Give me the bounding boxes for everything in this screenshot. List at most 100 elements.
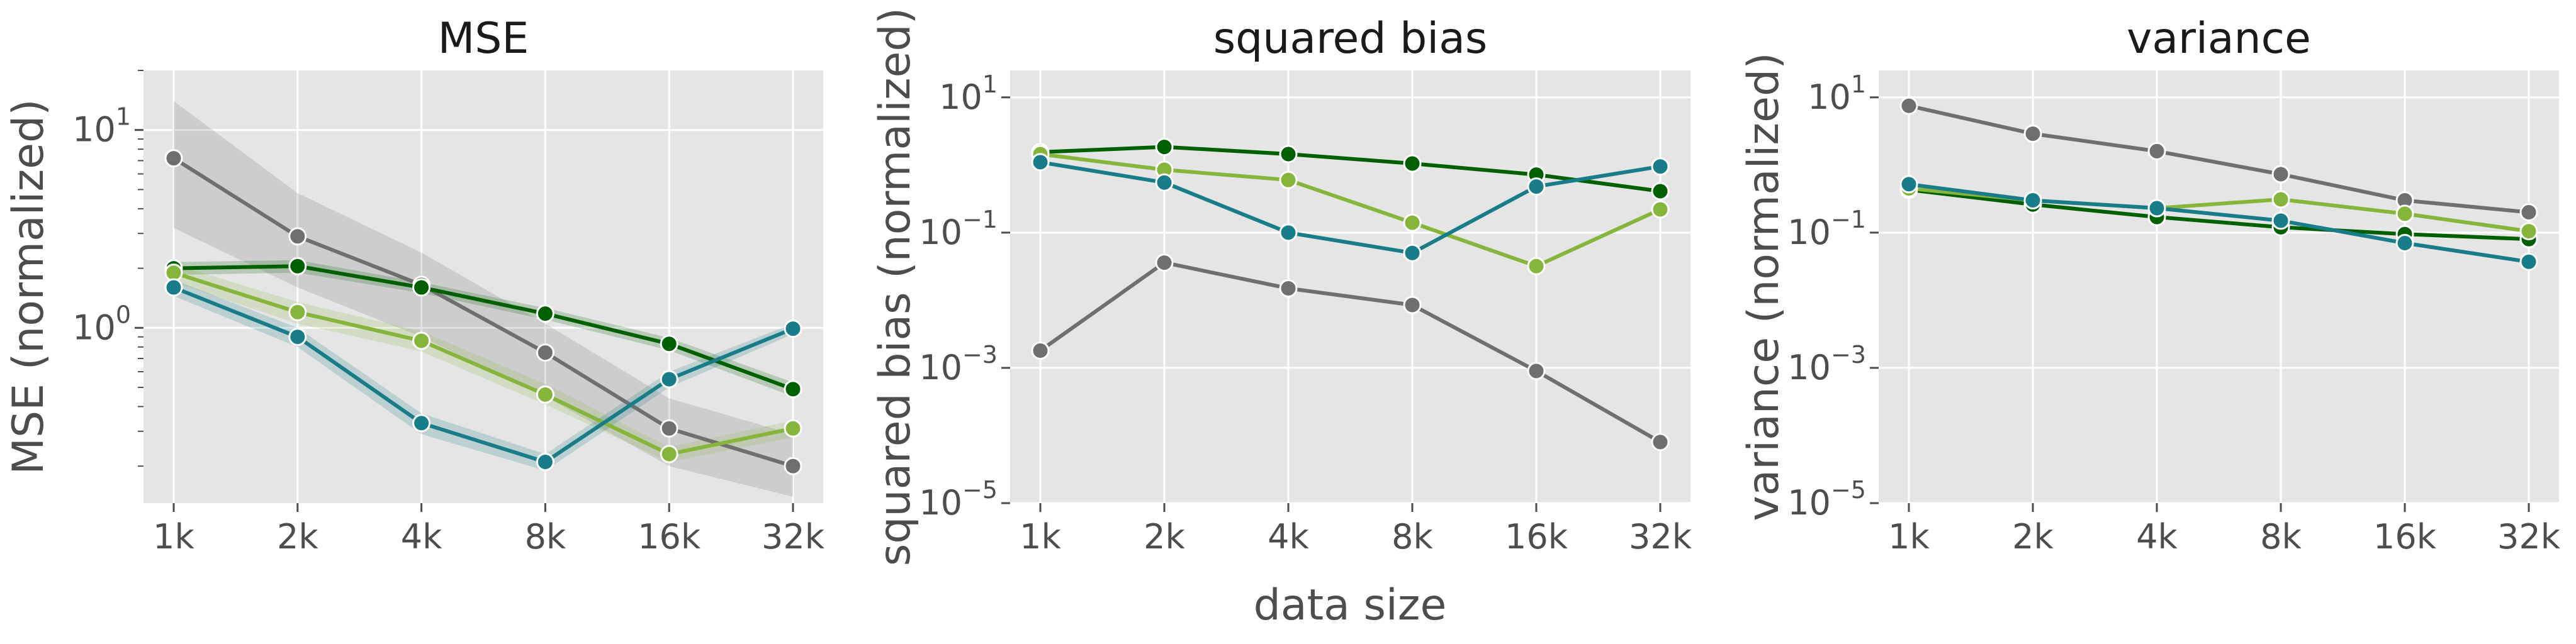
data-point-light-green	[1651, 200, 1670, 219]
data-point-light-green	[660, 445, 678, 464]
x-axis-label: data size	[1254, 580, 1447, 630]
x-tick-label: 4k	[401, 517, 442, 557]
y-axis-label: MSE (normalized)	[4, 99, 53, 474]
data-point-teal	[288, 328, 307, 347]
y-tick-label: 10−5	[1787, 476, 1866, 523]
series-line-light-green	[173, 270, 794, 457]
x-tick-label: 16k	[1505, 517, 1568, 557]
y-tick-label: 101	[1808, 70, 1866, 117]
data-point-grey	[288, 227, 307, 246]
data-point-teal	[164, 278, 183, 297]
series-band-dark-green	[174, 260, 793, 397]
data-point-dark-green	[1279, 145, 1298, 164]
data-point-light-green	[288, 303, 307, 321]
panel-title: variance	[2127, 14, 2311, 64]
data-point-grey	[2147, 142, 2166, 160]
series-band-light-green	[174, 264, 793, 462]
data-point-grey	[1899, 96, 1918, 115]
y-tick-label: 10−5	[919, 476, 998, 523]
y-tick-label: 10−1	[919, 206, 998, 252]
data-point-dark-green	[1403, 154, 1422, 173]
data-point-light-green	[1527, 257, 1546, 275]
data-point-grey	[164, 149, 183, 168]
x-tick-label: 8k	[2260, 517, 2302, 557]
data-point-grey	[536, 343, 554, 362]
y-axis-label: squared bias (normalized)	[870, 8, 920, 566]
data-point-grey	[1031, 341, 1050, 360]
data-point-dark-green	[288, 257, 307, 275]
data-point-grey	[1279, 279, 1298, 297]
y-axis-label: variance (normalized)	[1739, 52, 1789, 521]
data-point-teal	[1899, 175, 1918, 194]
x-tick-label: 1k	[1888, 517, 1930, 557]
x-tick-label: 32k	[762, 517, 825, 557]
x-tick-label: 8k	[1392, 517, 1433, 557]
data-point-light-green	[412, 331, 431, 350]
panel-title: squared bias	[1213, 14, 1488, 64]
data-point-light-green	[2271, 190, 2290, 209]
data-point-dark-green	[1651, 182, 1670, 201]
data-point-teal	[2271, 211, 2290, 230]
plot-area	[1879, 70, 2559, 503]
data-point-dark-green	[1155, 138, 1174, 157]
data-point-teal	[660, 370, 678, 389]
data-point-grey	[2519, 203, 2538, 221]
data-point-teal	[1651, 157, 1670, 176]
x-tick-label: 32k	[1629, 517, 1692, 557]
panel-title: MSE	[438, 14, 529, 64]
data-point-dark-green	[784, 380, 802, 399]
x-tick-label: 2k	[277, 517, 318, 557]
panel-mse: 100 101 1k 2k 4k 8k 16k 32k MSE MSE (normalized)	[4, 14, 825, 557]
x-tick-label: 4k	[2136, 517, 2178, 557]
data-point-teal	[2519, 252, 2538, 271]
series-line-dark-green	[173, 264, 794, 391]
data-point-grey	[1527, 362, 1546, 380]
x-tick-label: 1k	[153, 517, 194, 557]
data-point-teal	[784, 319, 802, 338]
series-line-dark-green	[1908, 187, 2529, 242]
series-line-teal	[1040, 160, 1661, 255]
data-point-teal	[1155, 173, 1174, 192]
data-point-light-green	[2519, 222, 2538, 241]
plot-area	[1010, 70, 1690, 503]
x-tick-label: 2k	[1144, 517, 1185, 557]
x-tick-label: 16k	[2373, 517, 2437, 557]
y-tick-label: 10−3	[919, 341, 998, 387]
y-tick-label: 101	[939, 70, 998, 117]
data-point-teal	[1403, 243, 1422, 262]
y-tick-label: 101	[72, 103, 131, 150]
data-point-grey	[2271, 165, 2290, 184]
data-point-grey	[2023, 125, 2042, 143]
data-point-teal	[1031, 153, 1050, 172]
data-point-grey	[1403, 296, 1422, 314]
series-line-grey	[172, 157, 794, 468]
data-point-light-green	[784, 419, 802, 438]
x-tick-label: 4k	[1268, 517, 1309, 557]
series-line-light-green	[1040, 152, 1662, 269]
series-line-grey	[1039, 260, 1662, 444]
series-line-teal	[172, 286, 794, 464]
data-point-light-green	[1403, 213, 1422, 232]
data-point-teal	[412, 414, 431, 433]
data-point-grey	[784, 457, 802, 475]
data-point-teal	[1527, 177, 1546, 196]
data-point-teal	[2023, 191, 2042, 210]
data-point-light-green	[1279, 170, 1298, 189]
x-tick-label: 32k	[2497, 517, 2561, 557]
data-point-grey	[660, 419, 678, 438]
data-point-dark-green	[660, 335, 678, 353]
data-point-teal	[2147, 199, 2166, 218]
data-point-light-green	[536, 385, 554, 404]
x-tick-label: 1k	[1020, 517, 1061, 557]
data-point-dark-green	[536, 304, 554, 323]
x-tick-label: 2k	[2012, 517, 2054, 557]
y-tick-label: 100	[72, 301, 131, 347]
data-point-grey	[1651, 433, 1670, 452]
x-tick-label: 16k	[638, 517, 701, 557]
data-point-teal	[1279, 223, 1298, 242]
panel-variance: 10−5 10−3 10−1 101 1k 2k 4k 8k 16k 32k variance var…	[1739, 14, 2561, 557]
data-point-light-green	[2395, 204, 2414, 223]
y-tick-label: 10−1	[1787, 206, 1866, 252]
series-line-dark-green	[1040, 145, 1661, 193]
x-tick-label: 8k	[525, 517, 566, 557]
